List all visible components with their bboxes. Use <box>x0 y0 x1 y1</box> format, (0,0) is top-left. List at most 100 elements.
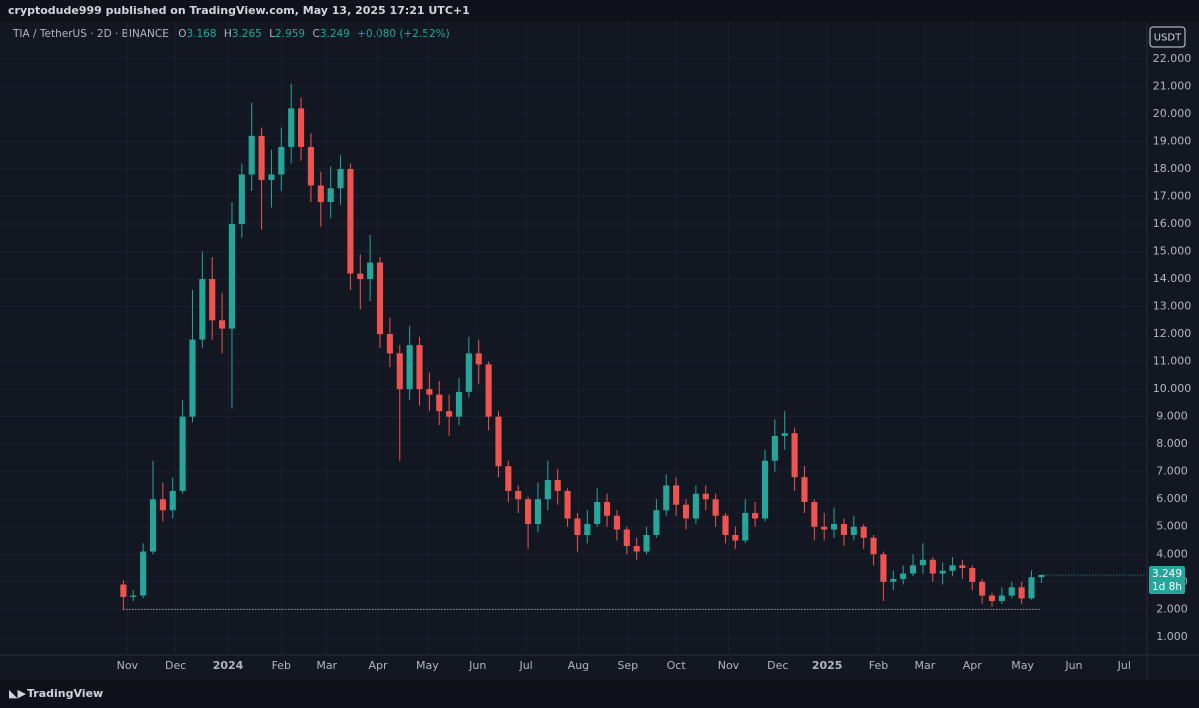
candle-body <box>692 493 699 519</box>
x-tick-label: May <box>416 659 439 672</box>
candle-body <box>870 537 877 555</box>
candle-body <box>209 279 216 321</box>
candle-body <box>811 501 818 527</box>
plot: 1.0002.0003.0004.0005.0006.0007.0008.000… <box>0 22 1191 672</box>
candle-body <box>515 490 522 500</box>
candle-body <box>732 535 739 541</box>
candle-body <box>278 146 285 175</box>
candle-body <box>1018 587 1025 599</box>
candle-body <box>860 526 867 538</box>
candle-body <box>159 499 166 511</box>
candle-body <box>386 334 393 354</box>
candle-body <box>347 168 354 274</box>
x-tick-label: 2025 <box>812 659 843 672</box>
y-tick-label: 14.000 <box>1153 272 1192 285</box>
y-tick-label: 11.000 <box>1153 355 1192 368</box>
y-tick-label: 2.000 <box>1156 602 1188 615</box>
x-tick-label: Dec <box>767 659 788 672</box>
y-tick-label: 9.000 <box>1156 410 1188 423</box>
candle-body <box>959 565 966 569</box>
candle-body <box>199 279 206 340</box>
x-tick-label: Mar <box>316 659 337 672</box>
publisher: cryptodude999 published on TradingView.c… <box>8 4 470 17</box>
currency[interactable]: USDT <box>1154 33 1182 44</box>
candle-body <box>455 391 463 417</box>
y-tick-label: 15.000 <box>1153 245 1192 258</box>
candle-body <box>613 515 620 530</box>
candle-body <box>919 559 926 566</box>
candle-body <box>949 565 956 571</box>
candle-body <box>722 515 729 536</box>
ohlc-label: O <box>178 28 186 40</box>
candle-body <box>702 493 709 500</box>
y-tick-label: 19.000 <box>1153 134 1192 147</box>
candle-body <box>988 595 996 602</box>
candle-body <box>821 526 828 530</box>
x-tick-label: Jun <box>1064 659 1082 672</box>
candle-body <box>307 146 314 186</box>
candle-body <box>939 570 946 574</box>
brand: TradingView <box>27 687 103 700</box>
brand-logo: ◣▶ <box>9 687 26 700</box>
candle-body <box>791 433 798 478</box>
candle-body <box>771 435 778 461</box>
x-tick-label: Feb <box>272 659 291 672</box>
x-tick-label: Sep <box>617 659 638 672</box>
y-tick-label: 7.000 <box>1156 465 1188 478</box>
candle-body <box>909 565 917 574</box>
candle-body <box>317 185 324 202</box>
y-tick-label: 13.000 <box>1153 300 1192 313</box>
candle-body <box>219 320 226 329</box>
ohlc-value: 3.265 <box>232 28 262 40</box>
candle-body <box>584 523 591 536</box>
candle-body <box>603 501 611 516</box>
candle-body <box>890 579 897 582</box>
candle-body <box>712 499 719 516</box>
currency-button[interactable] <box>1149 26 1186 48</box>
candle-body <box>831 523 838 530</box>
candle-body <box>761 460 769 519</box>
ohlc-label: L <box>269 28 275 40</box>
candle-body <box>1038 574 1045 578</box>
y-tick-label: 16.000 <box>1153 217 1192 230</box>
candle-body <box>248 135 255 175</box>
y-tick-label: 20.000 <box>1153 107 1192 120</box>
candle-body <box>327 188 334 202</box>
candle-body <box>998 595 1005 602</box>
candle-body <box>465 353 472 392</box>
candle-body <box>120 584 127 597</box>
x-tick-label: Nov <box>718 659 740 672</box>
candle-body <box>673 485 680 505</box>
candle-body <box>357 273 364 280</box>
candle-body <box>682 504 690 519</box>
ohlc-value: 3.249 <box>320 28 350 40</box>
x-tick-label: Dec <box>165 659 186 672</box>
candle-body <box>238 174 245 225</box>
candle-body <box>623 529 630 547</box>
candle-body <box>495 416 502 467</box>
y-tick-label: 10.000 <box>1153 382 1192 395</box>
candle-body <box>929 559 936 574</box>
y-tick-label: 1.000 <box>1156 630 1188 643</box>
candle-body <box>169 490 176 511</box>
y-tick-label: 4.000 <box>1156 547 1188 560</box>
candle-body <box>228 224 236 329</box>
candle-body <box>900 573 907 580</box>
y-tick-label: 21.000 <box>1153 79 1192 92</box>
symbol-line: TIA / TetherUS · 2D · BINANCE O3.168 H3.… <box>12 28 450 40</box>
x-tick-label: May <box>1011 659 1034 672</box>
x-tick-label: Oct <box>667 659 687 672</box>
candle-body <box>840 523 848 536</box>
candle-body <box>663 485 670 511</box>
candle-body <box>880 554 887 582</box>
y-tick-label: 18.000 <box>1153 162 1192 175</box>
candle-body <box>633 546 640 552</box>
x-tick-label: Jul <box>1117 659 1131 672</box>
y-tick-label: 17.000 <box>1153 189 1192 202</box>
x-tick-label: Feb <box>869 659 888 672</box>
candle-body <box>752 512 759 519</box>
x-tick-label: Mar <box>915 659 936 672</box>
candle-body <box>416 345 423 390</box>
